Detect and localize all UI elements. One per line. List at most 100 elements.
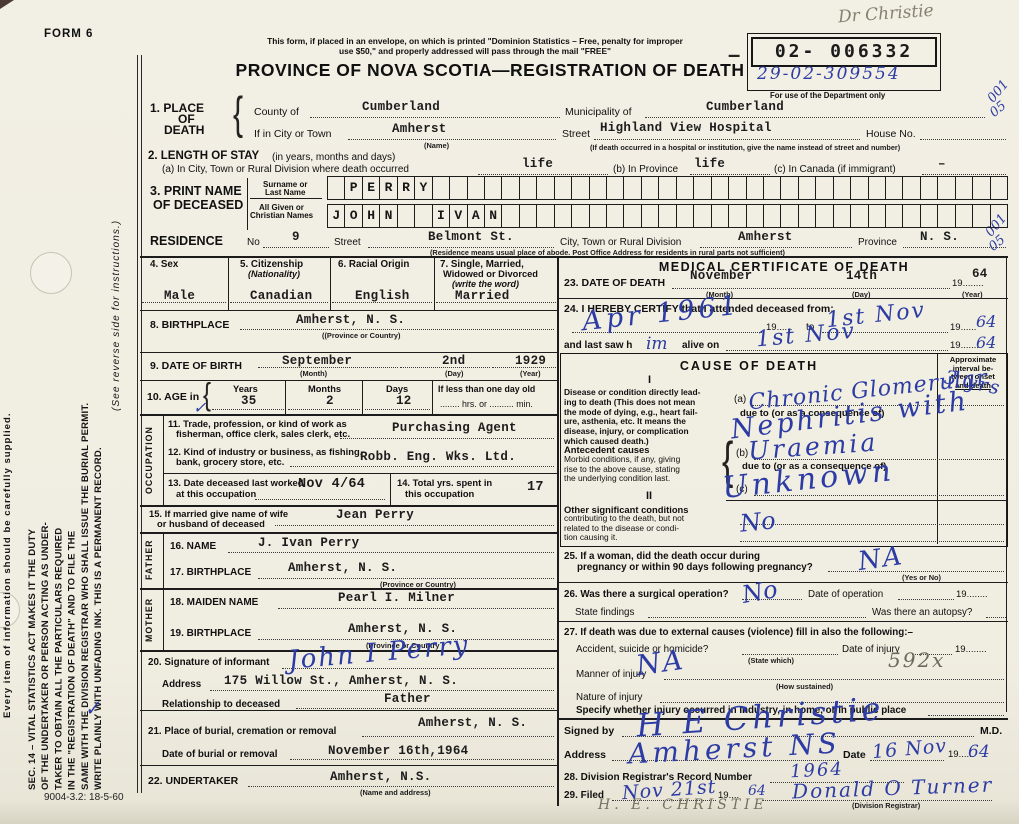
s12-label: bank, grocery store, etc.	[176, 456, 285, 467]
dotted-line	[903, 246, 1006, 248]
s9-day-value: 2nd	[442, 354, 466, 368]
dotted-line	[310, 116, 560, 118]
s3-given-label: Christian Names	[250, 211, 314, 220]
s11-label: fisherman, office clerk, sales clerk, et…	[176, 428, 351, 439]
letter-box	[572, 176, 590, 200]
rule	[163, 414, 164, 505]
s27-manner-label: Manner of injury	[576, 669, 647, 680]
letter-box	[729, 176, 747, 200]
envelope-note-line2: use $50," and properly addressed will pa…	[338, 46, 612, 56]
attended-to-year-ink: 64	[976, 312, 997, 331]
letter-box: N	[484, 204, 503, 228]
s2-b-label: (b) In Province	[613, 164, 679, 175]
letter-box	[676, 204, 695, 228]
dotted-line	[290, 465, 554, 467]
s22-sub: (Name and address)	[360, 788, 431, 797]
letter-box	[763, 176, 782, 200]
s18-value: Pearl I. Milner	[338, 591, 456, 605]
pencil-doctor-name: Dr Christie	[837, 0, 935, 28]
s25-sub: (Yes or No)	[902, 573, 942, 582]
dotted-line	[612, 759, 838, 761]
s26-label: 26. Was there a surgical operation?	[564, 589, 729, 600]
cause-roman-1: I	[648, 374, 652, 386]
s3-label: 3. PRINT NAME	[150, 184, 242, 198]
letter-box	[851, 204, 869, 228]
letter-box	[763, 204, 782, 228]
dotted-line	[742, 598, 802, 600]
s26-autopsy-label: Was there an autopsy?	[872, 607, 973, 618]
letter-box	[990, 204, 1009, 228]
residence-street-label: Street	[334, 237, 361, 248]
letter-box	[484, 176, 503, 200]
s26-date-label: Date of operation	[808, 589, 884, 600]
s27-label: 27. If death was due to external causes …	[564, 627, 913, 638]
residence-sub: (Residence means usual place of abode. P…	[430, 248, 785, 257]
signed-md-label: M.D.	[980, 725, 1003, 737]
residence-province-value: N. S.	[920, 230, 960, 244]
letter-box	[955, 204, 974, 228]
rule	[250, 198, 322, 199]
rule	[558, 718, 1008, 720]
letter-box	[519, 176, 538, 200]
letter-box	[450, 176, 468, 200]
s12-label: 12. Kind of industry or business, as fis…	[168, 446, 363, 457]
dotted-line	[912, 653, 952, 655]
antecedent-line: Morbid conditions, if any, giving	[564, 454, 681, 464]
letter-box: A	[467, 204, 485, 228]
letter-box	[746, 176, 764, 200]
letter-box	[903, 176, 921, 200]
envelope-note-line1: This form, if placed in an envelope, on …	[267, 36, 683, 46]
rule	[140, 710, 558, 711]
letter-box	[938, 176, 956, 200]
margin-checkmark: ✓	[82, 694, 103, 722]
letter-box	[903, 204, 921, 228]
s9-month-sub: (Month)	[300, 369, 328, 378]
s8-sub: ((Province or Country)	[322, 331, 401, 340]
dotted-line	[572, 331, 762, 333]
s9-month-value: September	[282, 354, 353, 368]
s2-b-value: life	[694, 157, 726, 171]
s8-label: 8. BIRTHPLACE	[150, 319, 230, 331]
disease-line: Disease or condition directly lead-	[564, 387, 701, 397]
dotted-line	[928, 714, 1004, 716]
s15-value: Jean Perry	[336, 508, 415, 522]
s24-last-label: and last saw h	[564, 340, 633, 351]
s10-days-value: 12	[396, 394, 412, 408]
s23-day-sub: (Day)	[852, 290, 871, 299]
s7-label: Widowed or Divorced	[443, 269, 538, 279]
rule	[726, 500, 1006, 501]
dotted-line	[258, 577, 554, 579]
rule	[140, 380, 558, 381]
letter-box: N	[380, 204, 398, 228]
antecedent-line: the underlying condition last.	[564, 473, 671, 484]
rule	[140, 532, 558, 534]
dotted-line	[228, 551, 554, 553]
s2-a-label: (a) In City, Town or Rural Division wher…	[162, 164, 409, 175]
letter-box	[798, 176, 817, 200]
letter-box: R	[397, 176, 416, 200]
s5-value: Canadian	[250, 289, 313, 303]
dotted-line	[690, 173, 770, 175]
s23-year-value: 64	[972, 267, 988, 281]
pencil-christie-name: H. E. CHRISTIE	[598, 797, 768, 813]
s2-c-value: –	[938, 157, 946, 171]
s15-label: or husband of deceased	[157, 518, 265, 529]
s10-years-value: 35	[241, 394, 257, 408]
signed-date-label: Date	[843, 749, 866, 761]
rule	[140, 650, 558, 652]
letter-box	[659, 176, 677, 200]
s3-surname-label: Last Name	[265, 188, 306, 197]
s9-year-value: 1929	[515, 354, 547, 368]
s14-label: 14. Total yrs. spent in	[397, 477, 493, 488]
dept-only-note: For use of the Department only	[770, 91, 886, 100]
letter-box	[816, 176, 834, 200]
letter-box	[676, 176, 695, 200]
letter-box	[711, 176, 730, 200]
letter-box	[833, 176, 852, 200]
letter-box: J	[328, 204, 346, 228]
rule	[140, 505, 558, 507]
s23-year-printed: 19........	[952, 278, 984, 289]
letter-box	[641, 176, 660, 200]
s19-label: 19. BIRTHPLACE	[170, 628, 252, 639]
s4-value: Male	[164, 289, 196, 303]
